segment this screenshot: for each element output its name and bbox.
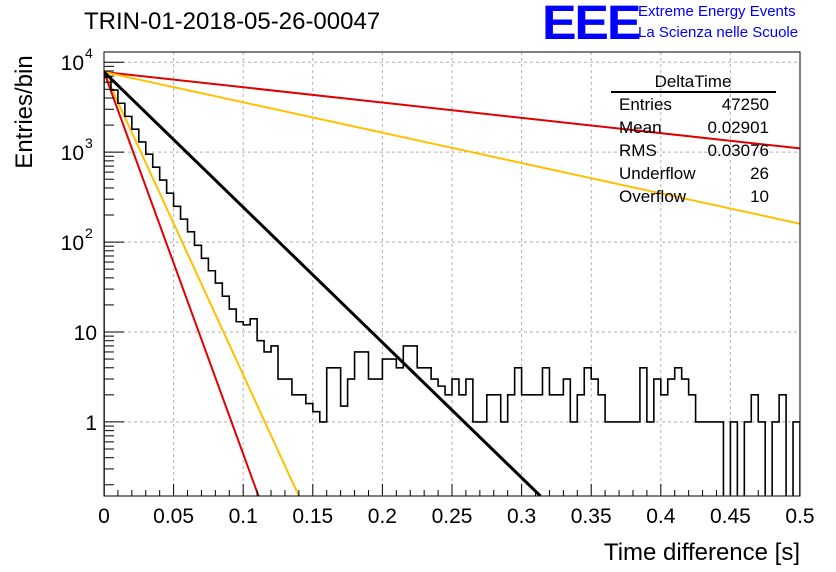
y-tick-exponent: 4	[85, 45, 93, 61]
y-tick-exponent: 2	[85, 225, 93, 241]
stats-row-value: 0.02901	[708, 118, 769, 137]
x-tick-label: 0.2	[368, 505, 397, 528]
stats-title: DeltaTime	[655, 72, 732, 91]
eee-logo: EEE	[542, 0, 641, 50]
x-tick-label: 0	[98, 505, 110, 528]
x-tick-label: 0.4	[646, 505, 676, 528]
x-tick-label: 0.35	[571, 505, 612, 528]
stats-row-label: Overflow	[619, 187, 687, 206]
decay-curve	[104, 70, 800, 150]
stats-row-value: 0.03076	[708, 141, 769, 160]
y-tick-exponent: 3	[85, 135, 93, 151]
axis-ticks: 0 0.05 0.1 0.15 0.2 0.25 0.3 0.35 0.4 0.45 0.5 1 10 1…	[61, 45, 815, 528]
exponential-fit-line	[104, 70, 542, 496]
histogram	[104, 70, 800, 496]
x-tick-label: 0.5	[785, 505, 814, 528]
decay-curve	[104, 71, 300, 496]
stats-row-label: Underflow	[619, 164, 696, 183]
stats-row-label: RMS	[619, 141, 657, 160]
y-axis-label: Entries/bin	[11, 55, 38, 168]
x-tick-label: 0.25	[432, 505, 473, 528]
histogram-steps	[104, 76, 800, 496]
stats-row-value: 47250	[722, 95, 769, 114]
x-tick-label: 0.05	[153, 505, 194, 528]
x-tick-label: 0.15	[292, 505, 333, 528]
y-tick-label: 10	[74, 322, 97, 345]
stats-row-label: Entries	[619, 95, 672, 114]
decay-curve	[104, 70, 800, 225]
y-tick-label: 10	[61, 142, 84, 165]
y-tick-label: 10	[61, 232, 84, 255]
x-axis-label: Time difference [s]	[604, 539, 800, 566]
decay-curve	[104, 71, 260, 496]
run-title: TRIN-01-2018-05-26-00047	[84, 8, 381, 35]
logo-subtitle-line1: Extreme Energy Events	[638, 3, 796, 20]
stats-row-value: 26	[750, 164, 769, 183]
fit-curves	[104, 70, 800, 496]
logo-subtitle-line2: La Scienza nelle Scuole	[638, 24, 799, 41]
stats-row-value: 10	[750, 187, 769, 206]
y-tick-label: 1	[85, 412, 97, 435]
x-tick-label: 0.45	[710, 505, 751, 528]
x-tick-label: 0.3	[507, 505, 536, 528]
y-tick-label: 10	[61, 52, 84, 75]
x-tick-label: 0.1	[229, 505, 258, 528]
stats-box: DeltaTime Entries 47250 Mean 0.02901 RMS 0.03…	[611, 72, 776, 206]
stats-row-label: Mean	[619, 118, 662, 137]
grid	[104, 52, 800, 496]
